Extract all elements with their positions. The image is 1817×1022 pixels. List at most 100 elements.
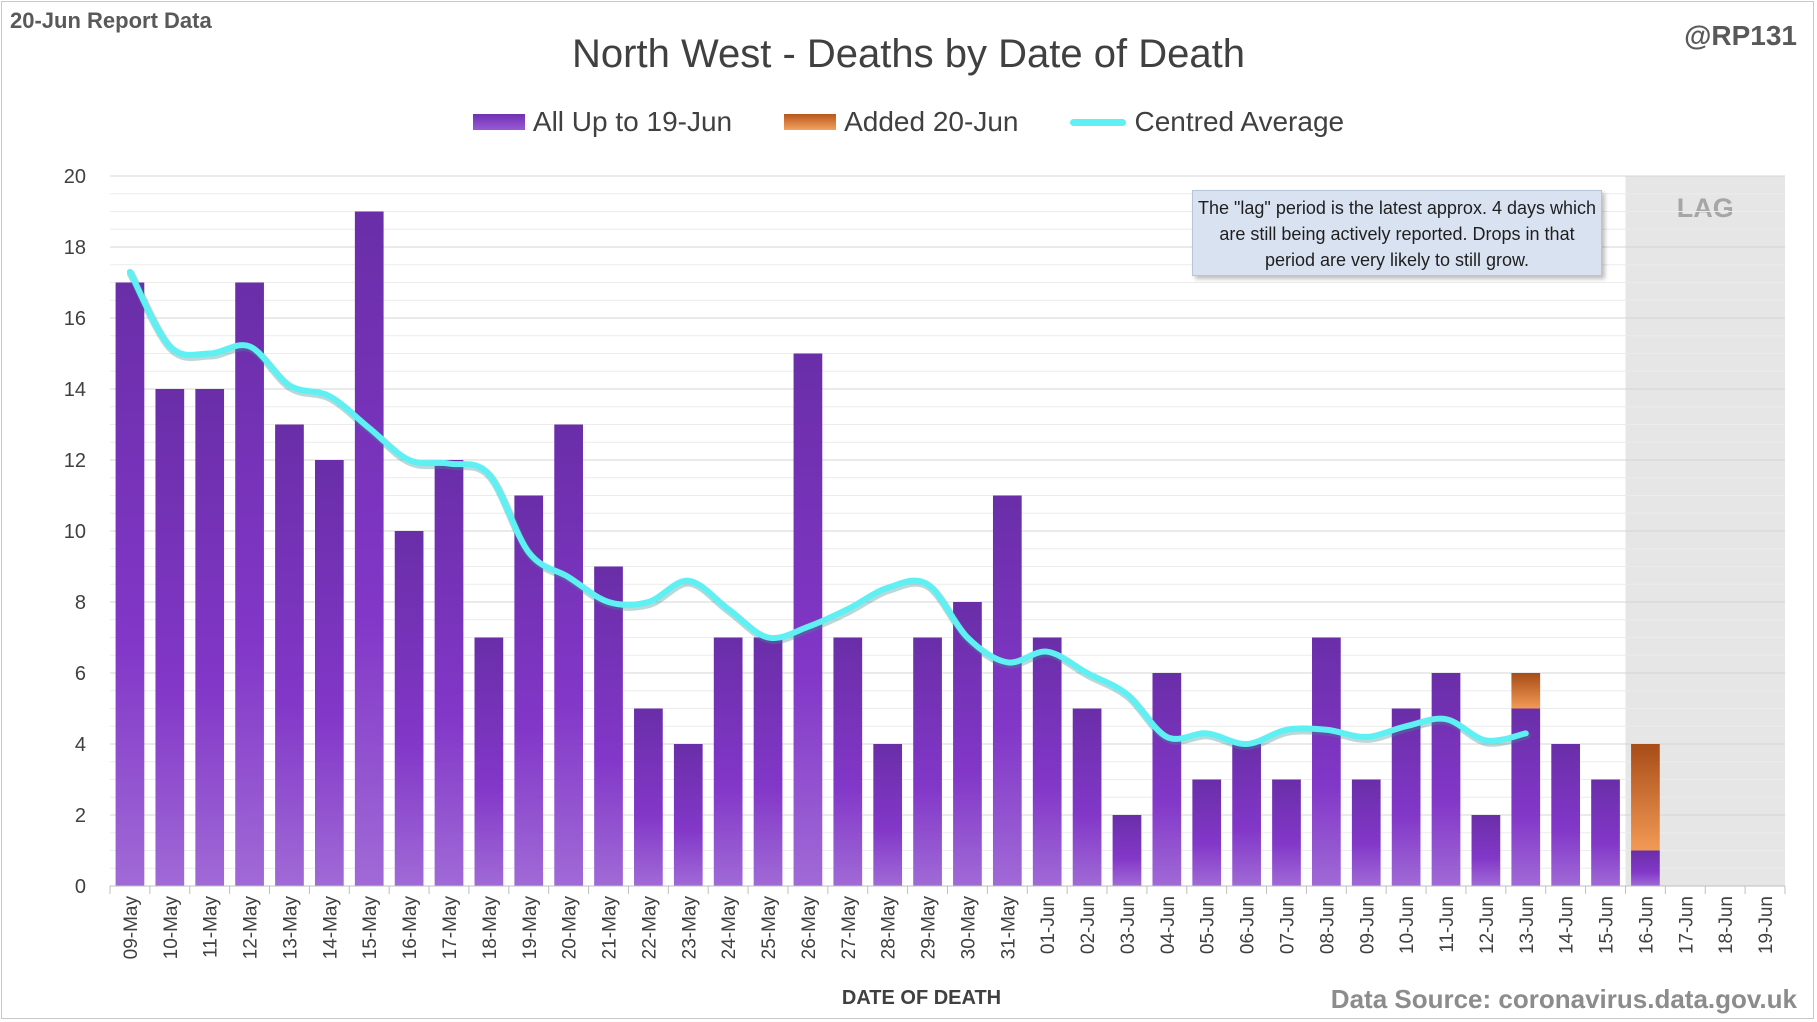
x-tick-label: 12-May (241, 896, 262, 960)
y-tick-label: 12 (64, 450, 86, 472)
bar-all-11-May (195, 389, 225, 886)
bar-all-08-Jun (1312, 637, 1341, 886)
bar-all-01-Jun (1032, 637, 1062, 886)
y-tick-label: 8 (75, 592, 86, 614)
y-tick-label: 0 (75, 876, 86, 898)
bar-all-11-Jun (1431, 673, 1461, 886)
bar-all-14-May (314, 460, 344, 886)
bar-all-09-Jun (1351, 779, 1381, 886)
x-tick-label: 10-Jun (1397, 896, 1418, 954)
y-tick-label: 18 (64, 237, 86, 259)
x-tick-label: 24-May (719, 896, 740, 960)
bar-all-12-May (235, 282, 264, 886)
bar-added-16-Jun (1631, 744, 1660, 851)
average-line (126, 268, 1529, 747)
bar-all-05-Jun (1192, 779, 1222, 886)
x-tick-label: 04-Jun (1158, 896, 1179, 954)
x-tick-label: 14-Jun (1557, 896, 1578, 954)
x-tick-label: 28-May (879, 896, 900, 960)
chart-title: North West - Deaths by Date of Death (572, 32, 1245, 76)
legend: All Up to 19-Jun Added 20-Jun Centred Av… (0, 106, 1817, 138)
x-tick-label: 30-May (958, 896, 979, 960)
bar-all-06-Jun (1232, 744, 1261, 886)
x-tick-label: 13-Jun (1517, 896, 1538, 954)
bar-all-15-Jun (1591, 779, 1620, 886)
x-tick-label: 18-Jun (1716, 896, 1737, 954)
bar-all-09-May (115, 282, 145, 886)
x-tick-label: 18-May (480, 896, 501, 960)
x-tick-label: 29-May (919, 896, 940, 960)
legend-swatch-average (1070, 118, 1127, 126)
x-tick-label: 23-May (679, 896, 700, 960)
bar-all-23-May (673, 744, 703, 886)
y-tick-label: 16 (64, 308, 86, 330)
bar-all-18-May (474, 637, 504, 886)
x-tick-label: 22-May (639, 896, 660, 960)
bar-all-13-May (275, 424, 304, 886)
bar-all-07-Jun (1272, 779, 1301, 886)
bar-all-27-May (833, 637, 863, 886)
x-tick-label: 11-May (201, 896, 222, 958)
bar-all-17-May (434, 460, 464, 886)
legend-label-added: Added 20-Jun (844, 106, 1019, 137)
y-tick-label: 2 (75, 805, 86, 827)
x-tick-label: 14-May (320, 896, 341, 960)
x-tick-label: 11-Jun (1437, 896, 1458, 953)
bar-all-14-Jun (1551, 744, 1581, 886)
report-label: 20-Jun Report Data (10, 8, 212, 33)
lag-label: LAG (1677, 193, 1734, 223)
x-tick-label: 25-May (759, 896, 780, 960)
legend-swatch-added (784, 114, 837, 130)
bar-all-28-May (873, 744, 903, 886)
bar-all-12-Jun (1471, 815, 1501, 886)
x-tick-label: 01-Jun (1038, 896, 1059, 954)
x-tick-label: 07-Jun (1277, 896, 1298, 954)
x-tick-label: 27-May (839, 896, 860, 960)
bar-all-24-May (713, 637, 743, 886)
legend-item-average: Centred Average (1070, 106, 1344, 138)
bar-all-29-May (913, 637, 942, 886)
x-tick-label: 12-Jun (1477, 896, 1498, 954)
x-tick-label: 15-Jun (1597, 896, 1618, 954)
x-tick-label: 19-May (520, 896, 541, 960)
x-tick-label: 19-Jun (1756, 896, 1777, 954)
data-source: Data Source: coronavirus.data.gov.uk (1330, 984, 1797, 1014)
x-tick-label: 10-May (161, 896, 182, 960)
bar-all-16-Jun (1631, 850, 1660, 886)
legend-label-all: All Up to 19-Jun (532, 106, 733, 137)
author-handle: @RP131 (1684, 20, 1797, 51)
bar-all-03-Jun (1112, 815, 1142, 886)
x-tick-label: 17-May (440, 896, 461, 960)
lag-note: The "lag" period is the latest approx. 4… (1192, 190, 1602, 276)
x-tick-label: 03-Jun (1118, 896, 1139, 954)
x-tick-label: 06-Jun (1238, 896, 1259, 954)
x-axis-title: DATE OF DEATH (842, 987, 1001, 1009)
x-tick-label: 13-May (280, 896, 301, 960)
bar-all-04-Jun (1152, 673, 1182, 886)
bar-all-31-May (992, 495, 1022, 886)
x-tick-label: 15-May (360, 896, 381, 960)
bar-all-25-May (753, 637, 783, 886)
bar-all-10-May (155, 389, 185, 886)
legend-swatch-all (472, 114, 525, 130)
x-tick-label: 09-Jun (1357, 896, 1378, 954)
x-tick-label: 08-Jun (1317, 896, 1338, 954)
legend-item-all: All Up to 19-Jun (472, 106, 733, 138)
bar-added-13-Jun (1511, 673, 1541, 709)
x-tick-label: 16-Jun (1636, 896, 1657, 954)
y-tick-label: 10 (64, 521, 86, 543)
x-tick-label: 20-May (560, 896, 581, 960)
bar-all-02-Jun (1072, 708, 1102, 886)
x-tick-label: 05-Jun (1198, 896, 1219, 954)
y-tick-label: 4 (75, 734, 86, 756)
x-tick-label: 17-Jun (1676, 896, 1697, 954)
x-tick-label: 02-Jun (1078, 896, 1099, 954)
bar-all-22-May (634, 708, 663, 886)
x-tick-label: 16-May (400, 896, 421, 960)
y-tick-label: 20 (64, 166, 86, 188)
x-tick-label: 31-May (998, 896, 1019, 960)
bar-all-10-Jun (1391, 708, 1421, 886)
bar-all-16-May (394, 531, 424, 886)
